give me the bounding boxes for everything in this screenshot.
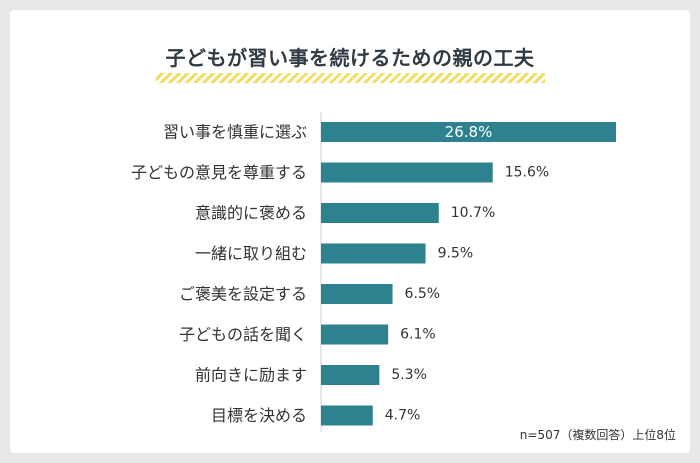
- title-wrap: 子どもが習い事を続けるための親の工夫: [10, 42, 690, 83]
- category-label: 一緒に取り組む: [195, 244, 307, 263]
- bar: [321, 365, 380, 385]
- category-label: 前向きに励ます: [195, 366, 307, 385]
- sample-note: n=507（複数回答）上位8位: [519, 428, 676, 442]
- category-label: 習い事を慎重に選ぶ: [163, 123, 307, 142]
- category-label: 意識的に褒める: [195, 204, 307, 223]
- bar: [321, 203, 439, 223]
- value-label: 10.7%: [451, 205, 495, 221]
- bar: [321, 122, 616, 142]
- category-label: ご褒美を設定する: [179, 285, 307, 304]
- value-label: 26.8%: [445, 123, 493, 141]
- category-label: 子どもの意見を尊重する: [131, 163, 307, 182]
- bar: [321, 243, 426, 264]
- chart-title: 子どもが習い事を続けるための親の工夫: [165, 46, 535, 70]
- bar: [321, 324, 389, 345]
- category-label: 目標を決める: [211, 406, 307, 425]
- value-label: 9.5%: [438, 246, 474, 262]
- bar: [321, 162, 493, 183]
- value-label: 6.5%: [405, 286, 441, 302]
- value-label: 6.1%: [400, 327, 436, 343]
- value-label: 4.7%: [385, 408, 421, 424]
- chart-title-box: 子どもが習い事を続けるための親の工夫: [155, 42, 545, 83]
- value-label: 5.3%: [391, 367, 427, 383]
- title-highlight: [155, 73, 545, 83]
- bar: [321, 405, 373, 426]
- value-label: 15.6%: [505, 165, 549, 181]
- category-label: 子どもの話を聞く: [179, 325, 307, 344]
- bar: [321, 284, 393, 304]
